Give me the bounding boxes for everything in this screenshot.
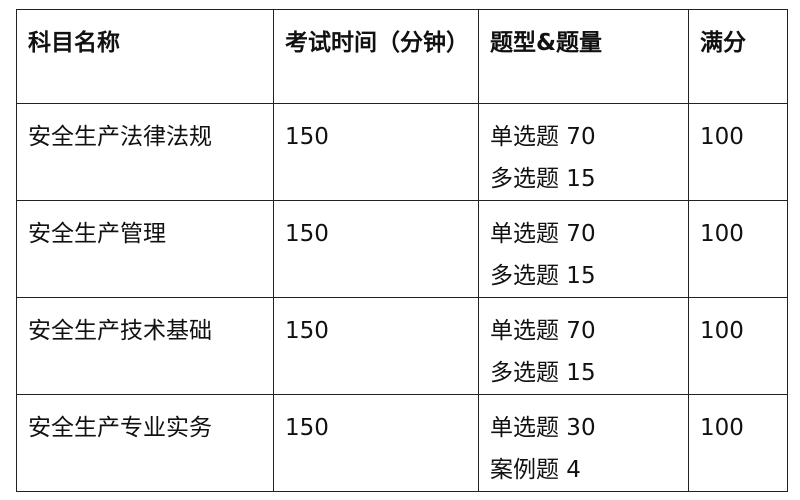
header-subject: 科目名称 [16, 9, 274, 104]
table-row: 安全生产技术基础 150 单选题 70 多选题 15 100 [16, 297, 788, 395]
cell-time: 150 [273, 200, 479, 298]
cell-score: 100 [688, 200, 788, 298]
header-time: 考试时间（分钟） [273, 9, 479, 104]
table-row: 安全生产专业实务 150 单选题 30 案例题 4 100 [16, 394, 788, 492]
type-line: 单选题 30 [490, 415, 596, 441]
cell-score: 100 [688, 103, 788, 201]
type-line: 单选题 70 [490, 124, 596, 150]
cell-types: 单选题 30 案例题 4 [478, 394, 689, 492]
cell-types: 单选题 70 多选题 15 [478, 297, 689, 395]
cell-subject: 安全生产法律法规 [16, 103, 274, 201]
cell-types: 单选题 70 多选题 15 [478, 200, 689, 298]
exam-table: 科目名称 考试时间（分钟） 题型&题量 满分 安全生产法律法规 150 单选题 … [16, 9, 788, 492]
cell-subject: 安全生产专业实务 [16, 394, 274, 492]
cell-time: 150 [273, 103, 479, 201]
table-row: 安全生产管理 150 单选题 70 多选题 15 100 [16, 200, 788, 298]
type-line: 多选题 15 [490, 360, 596, 386]
header-row: 科目名称 考试时间（分钟） 题型&题量 满分 [16, 9, 788, 104]
type-line: 案例题 4 [490, 457, 581, 483]
type-line: 多选题 15 [490, 166, 596, 192]
cell-types: 单选题 70 多选题 15 [478, 103, 689, 201]
cell-score: 100 [688, 297, 788, 395]
cell-time: 150 [273, 297, 479, 395]
header-full-score: 满分 [688, 9, 788, 104]
type-line: 单选题 70 [490, 318, 596, 344]
cell-score: 100 [688, 394, 788, 492]
cell-subject: 安全生产管理 [16, 200, 274, 298]
cell-subject: 安全生产技术基础 [16, 297, 274, 395]
type-line: 单选题 70 [490, 221, 596, 247]
type-line: 多选题 15 [490, 263, 596, 289]
header-question-types: 题型&题量 [478, 9, 689, 104]
cell-time: 150 [273, 394, 479, 492]
table-row: 安全生产法律法规 150 单选题 70 多选题 15 100 [16, 103, 788, 201]
